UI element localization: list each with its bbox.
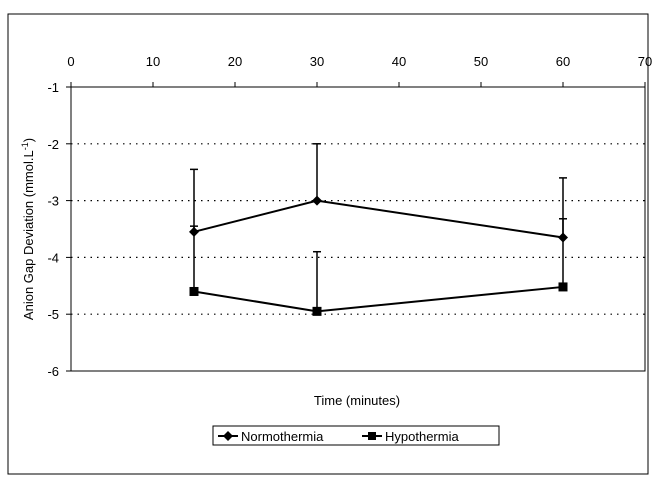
data-point-square	[312, 306, 322, 316]
axis-ticks	[66, 82, 646, 372]
data-point-square	[558, 282, 568, 292]
legend-label-normothermia: Normothermia	[241, 429, 324, 444]
y-tick-label: -6	[47, 364, 59, 379]
y-tick-label: -3	[47, 194, 59, 209]
legend: Normothermia Hypothermia	[212, 425, 500, 446]
y-axis-title-main: Anion Gap Deviation (mmol.L	[21, 150, 36, 320]
y-tick-label: -5	[47, 307, 59, 322]
x-tick-label: 0	[67, 54, 74, 69]
legend-marker-square-icon	[368, 432, 376, 440]
legend-box	[212, 425, 500, 446]
data-point-square	[189, 286, 199, 296]
y-tick-label: -4	[47, 250, 59, 265]
series-hypothermia	[189, 218, 568, 316]
x-tick-label: 40	[392, 54, 406, 69]
x-tick-label: 70	[638, 54, 652, 69]
x-axis-title: Time (minutes)	[314, 393, 400, 408]
x-tick-label: 20	[228, 54, 242, 69]
y-axis-title: Anion Gap Deviation (mmol.L-1)	[20, 138, 36, 320]
legend-marker-diamond-icon	[223, 431, 233, 441]
gridlines	[71, 143, 645, 315]
y-tick-label: -1	[47, 80, 59, 95]
x-tick-label: 10	[146, 54, 160, 69]
x-tick-labels: 0 10 20 30 40 50 60 70	[67, 54, 652, 69]
x-tick-label: 30	[310, 54, 324, 69]
x-tick-label: 60	[556, 54, 570, 69]
x-tick-label: 50	[474, 54, 488, 69]
series	[189, 143, 568, 316]
plot-area-frame	[70, 86, 646, 372]
y-axis-title-close: )	[21, 138, 36, 142]
y-tick-labels: -1 -2 -3 -4 -5 -6	[47, 80, 59, 379]
legend-label-hypothermia: Hypothermia	[385, 429, 459, 444]
series-normothermia	[189, 143, 568, 243]
chart-border	[7, 13, 649, 475]
y-tick-label: -2	[47, 137, 59, 152]
y-axis-title-superscript: -1	[20, 142, 30, 150]
data-point-diamond	[312, 195, 322, 206]
